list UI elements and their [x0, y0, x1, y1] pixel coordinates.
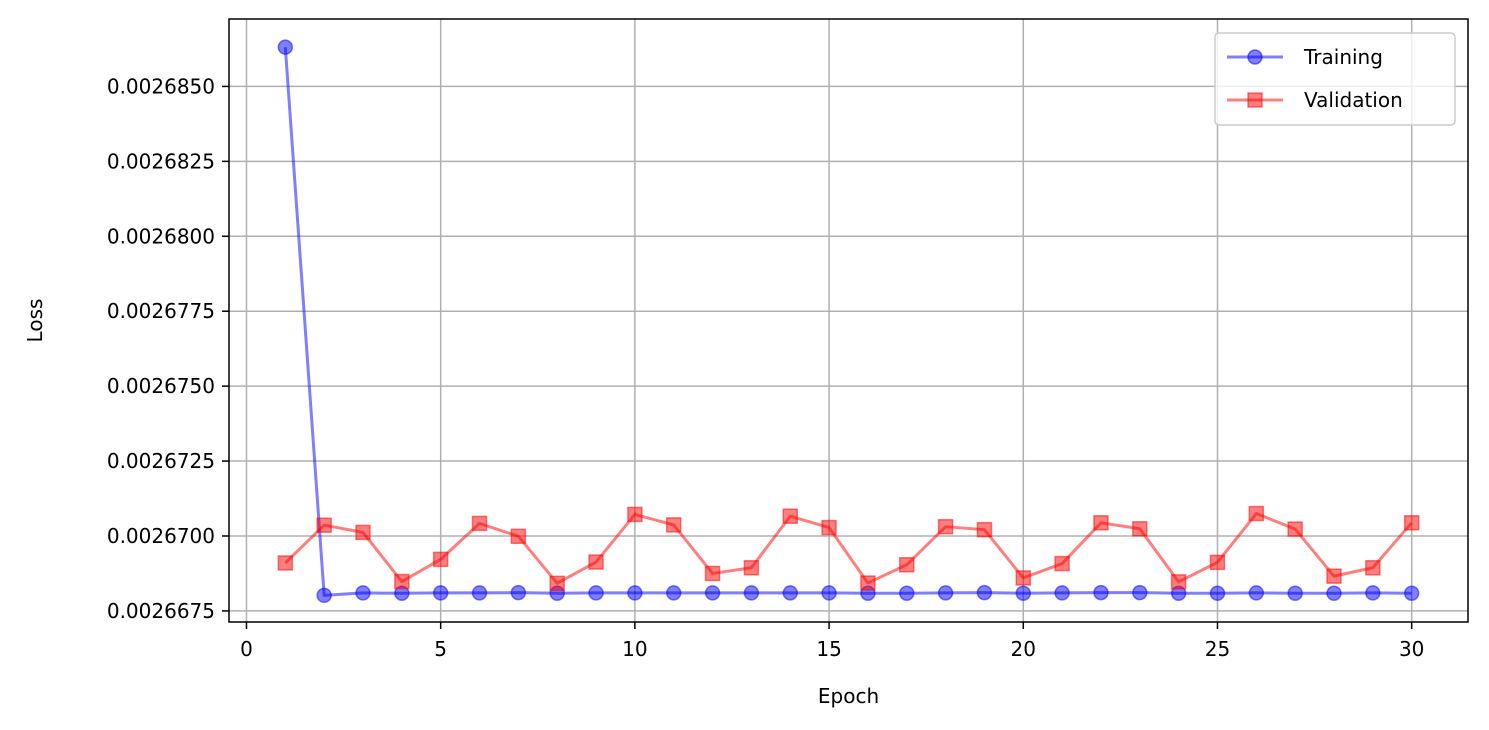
x-tick-label: 10: [622, 637, 647, 661]
validation-point: [1365, 560, 1381, 576]
validation-point: [1170, 574, 1187, 590]
x-tick-label: 25: [1205, 637, 1230, 661]
validation-point: [394, 573, 410, 590]
validation-point: [937, 518, 954, 535]
validation-point: [471, 515, 488, 532]
plot-frame: [228, 18, 1469, 623]
training-point: [627, 585, 643, 601]
x-axis-title: Epoch: [818, 684, 879, 708]
validation-point: [1287, 521, 1303, 537]
validation-point: [782, 508, 798, 524]
training-point: [976, 584, 993, 601]
plot-series: [277, 39, 1420, 604]
training-point: [1287, 585, 1303, 601]
training-point: [821, 585, 837, 601]
validation-point: [1132, 521, 1148, 537]
validation-point: [316, 517, 332, 533]
validation-point: [432, 551, 449, 568]
validation-point: [1054, 555, 1070, 572]
validation-point: [899, 557, 915, 573]
training-point: [937, 585, 954, 601]
legend-label-validation: Validation: [1304, 88, 1403, 112]
training-line: [283, 47, 1412, 597]
validation-point: [976, 521, 993, 538]
training-point: [355, 585, 371, 601]
validation-point: [1093, 515, 1109, 531]
y-tick-label: 0.0026750: [107, 374, 215, 398]
legend-marker-training: [1247, 49, 1263, 65]
validation-point: [510, 528, 527, 545]
training-point: [1326, 585, 1342, 601]
training-point: [1248, 585, 1265, 601]
training-point: [588, 585, 604, 601]
training-point: [743, 585, 760, 601]
x-tick-label: 5: [434, 637, 447, 661]
series-validation: [277, 505, 1420, 592]
training-point: [471, 585, 488, 601]
training-point: [899, 585, 915, 601]
y-tick-label: 0.0026850: [107, 74, 215, 98]
y-axis-title: Loss: [23, 299, 47, 343]
y-tick-label: 0.0026825: [107, 149, 215, 173]
training-point: [704, 585, 721, 601]
x-tick-label: 20: [1011, 637, 1036, 661]
legend: Training Validation: [1214, 32, 1456, 126]
validation-point: [355, 524, 371, 541]
training-point: [432, 585, 449, 601]
x-tick-label: 0: [240, 637, 253, 661]
validation-point: [627, 506, 643, 523]
training-point: [1209, 585, 1226, 601]
validation-point: [1209, 554, 1226, 571]
x-tick-label: 15: [816, 637, 841, 661]
validation-point: [1015, 570, 1032, 586]
training-point: [665, 585, 682, 601]
validation-line: [284, 512, 1413, 585]
y-tick-label: 0.0026800: [107, 224, 215, 248]
training-point: [1015, 585, 1032, 601]
x-tick-label: 30: [1399, 637, 1424, 661]
y-tick-label: 0.0026775: [107, 299, 215, 323]
training-point: [1403, 585, 1420, 601]
validation-point: [1248, 505, 1265, 522]
training-point: [782, 585, 798, 601]
training-point: [510, 584, 527, 601]
training-point: [1132, 584, 1148, 601]
validation-point: [549, 575, 565, 592]
training-point: [1365, 585, 1381, 601]
validation-point: [743, 560, 760, 576]
training-point: [277, 39, 294, 55]
validation-point: [665, 517, 682, 533]
training-point: [1054, 585, 1070, 601]
axis-ticks: 0 5 10 15 20 25 30 0.0026675 0.0026700 0.0026725 0…: [107, 74, 1425, 661]
validation-point: [1326, 568, 1342, 584]
validation-point: [704, 565, 721, 582]
training-point: [1093, 584, 1109, 601]
validation-point: [277, 555, 294, 571]
validation-point: [860, 575, 876, 591]
y-tick-label: 0.0026675: [107, 599, 215, 623]
validation-point: [1403, 515, 1420, 531]
y-tick-label: 0.0026725: [107, 449, 215, 473]
legend-marker-validation: [1247, 92, 1263, 108]
validation-point: [588, 554, 604, 570]
training-point: [316, 587, 332, 604]
y-tick-label: 0.0026700: [107, 524, 215, 548]
legend-label-training: Training: [1303, 45, 1383, 69]
validation-point: [821, 519, 837, 536]
